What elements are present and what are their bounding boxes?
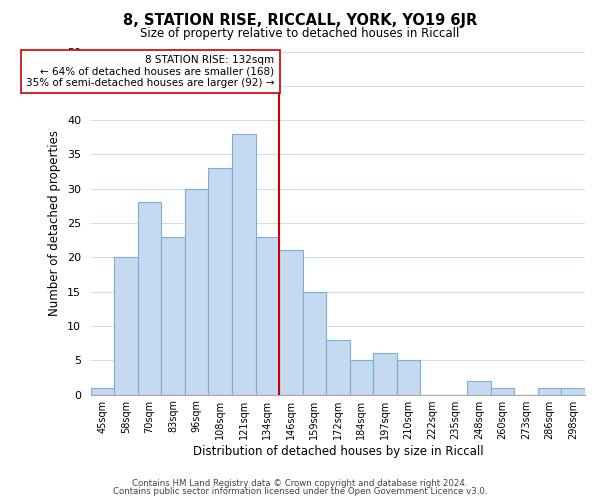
Bar <box>115 258 138 394</box>
Text: 8 STATION RISE: 132sqm
← 64% of detached houses are smaller (168)
35% of semi-de: 8 STATION RISE: 132sqm ← 64% of detached… <box>26 55 274 88</box>
Bar <box>256 237 279 394</box>
Bar <box>138 202 161 394</box>
Bar <box>350 360 373 394</box>
Y-axis label: Number of detached properties: Number of detached properties <box>49 130 61 316</box>
Bar <box>467 381 491 394</box>
Bar <box>538 388 562 394</box>
Bar <box>326 340 350 394</box>
Bar <box>208 168 232 394</box>
Bar <box>185 188 208 394</box>
Text: Contains HM Land Registry data © Crown copyright and database right 2024.: Contains HM Land Registry data © Crown c… <box>132 478 468 488</box>
Bar <box>373 354 397 395</box>
X-axis label: Distribution of detached houses by size in Riccall: Distribution of detached houses by size … <box>193 444 483 458</box>
Bar <box>91 388 115 394</box>
Text: 8, STATION RISE, RICCALL, YORK, YO19 6JR: 8, STATION RISE, RICCALL, YORK, YO19 6JR <box>123 12 477 28</box>
Bar <box>562 388 585 394</box>
Bar <box>279 250 302 394</box>
Bar <box>232 134 256 394</box>
Text: Size of property relative to detached houses in Riccall: Size of property relative to detached ho… <box>140 28 460 40</box>
Text: Contains public sector information licensed under the Open Government Licence v3: Contains public sector information licen… <box>113 487 487 496</box>
Bar <box>397 360 420 394</box>
Bar <box>491 388 514 394</box>
Bar <box>161 237 185 394</box>
Bar <box>302 292 326 395</box>
